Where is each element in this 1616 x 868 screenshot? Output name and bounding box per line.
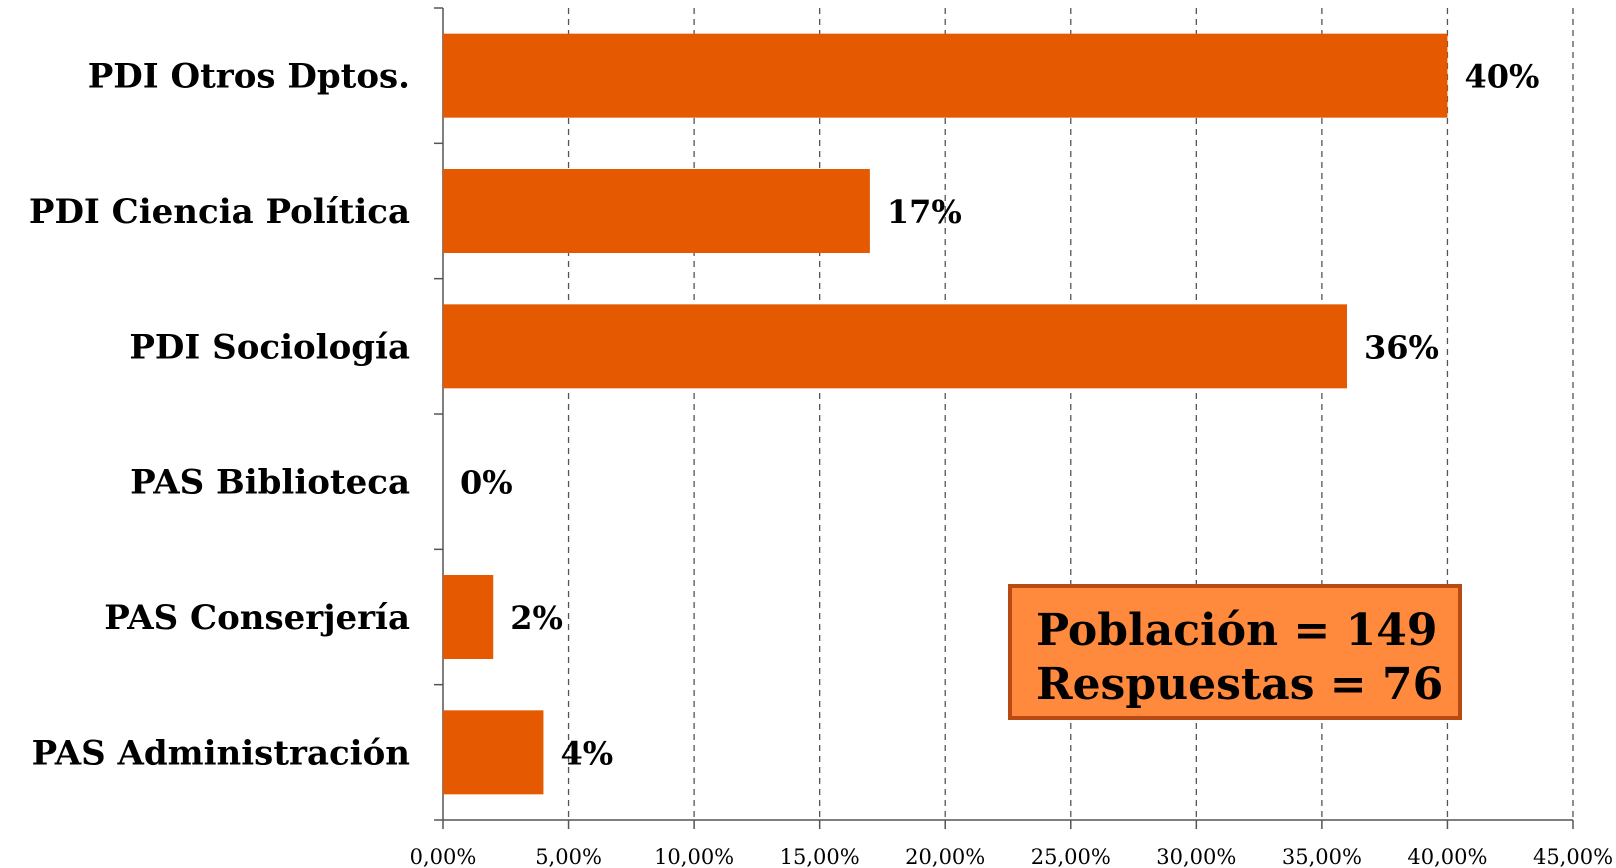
data-label: 2% (510, 599, 563, 637)
x-tick-label: 30,00% (1156, 845, 1236, 868)
data-label: 0% (460, 464, 513, 502)
bar (443, 304, 1347, 389)
data-label: 36% (1364, 328, 1439, 366)
bar (443, 33, 1448, 118)
bar (443, 169, 870, 253)
bar (443, 710, 544, 795)
axes (434, 7, 1574, 829)
bars (443, 33, 1448, 795)
summary-box: Población = 149 Respuestas = 76 (1008, 584, 1462, 720)
x-tick-label: 40,00% (1407, 845, 1487, 868)
category-label: PDI Ciencia Política (29, 192, 410, 232)
x-tick-label: 15,00% (780, 845, 860, 868)
category-label: PDI Otros Dptos. (88, 57, 410, 97)
labels: 0,00% 5,00% 10,00% 15,00% 20,00% 25,00% 30,00%… (29, 57, 1613, 868)
x-tick-label: 25,00% (1031, 845, 1111, 868)
x-tick-label: 35,00% (1282, 845, 1362, 868)
x-tick-label: 20,00% (905, 845, 985, 868)
category-label: PAS Administración (32, 733, 410, 773)
category-label: PAS Biblioteca (130, 463, 410, 503)
x-tick-label: 5,00% (535, 845, 602, 868)
x-tick-label: 45,00% (1533, 845, 1613, 868)
data-label: 17% (887, 193, 962, 231)
category-label: PAS Conserjería (104, 598, 410, 638)
category-label: PDI Sociología (129, 327, 410, 367)
data-label: 4% (560, 734, 613, 772)
x-tick-label: 10,00% (654, 845, 734, 868)
responses-text: Respuestas = 76 (1036, 659, 1444, 710)
data-label: 40% (1464, 58, 1539, 96)
population-text: Población = 149 (1036, 605, 1438, 656)
bar (443, 575, 494, 659)
x-tick-label: 0,00% (410, 845, 477, 868)
